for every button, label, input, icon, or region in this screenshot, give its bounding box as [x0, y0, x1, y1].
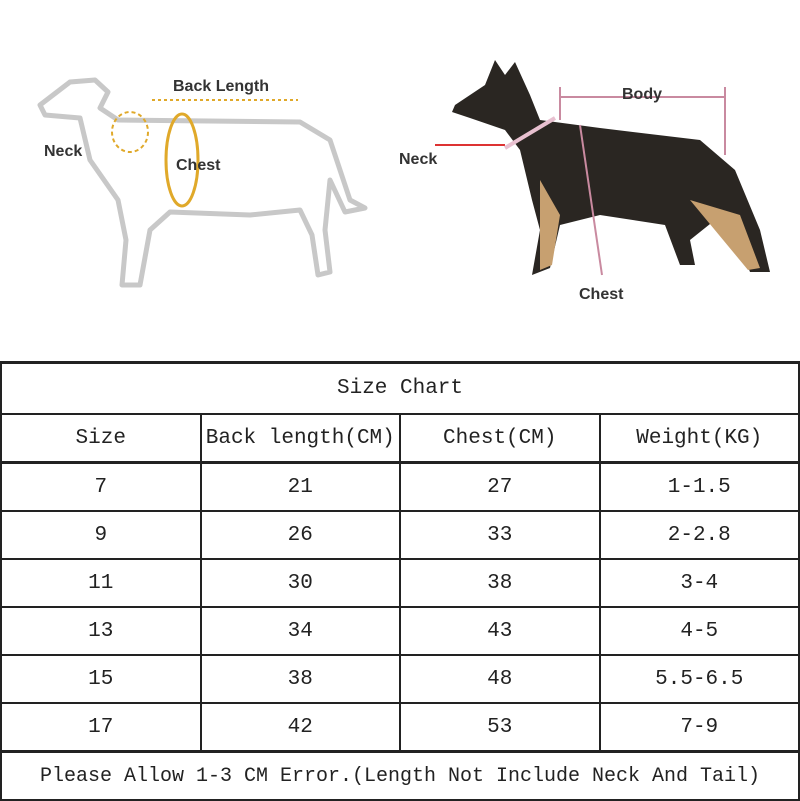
neck-label-left: Neck	[44, 143, 83, 160]
cell: 13	[0, 606, 202, 656]
chest-label-left: Chest	[176, 157, 221, 174]
cell: 30	[199, 558, 401, 608]
cell: 38	[199, 654, 401, 704]
chest-arrow	[579, 124, 603, 276]
cell: 4-5	[598, 606, 800, 656]
cell: 7-9	[598, 702, 800, 753]
header-chest: Chest(CM)	[399, 413, 601, 464]
header-size: Size	[0, 413, 202, 464]
table-row: 11 30 38 3-4	[0, 558, 800, 608]
table-row: 17 42 53 7-9	[0, 702, 800, 753]
cell: 26	[199, 510, 401, 560]
size-chart-table: Size Chart Size Back length(CM) Chest(CM…	[0, 361, 800, 801]
cell: 53	[399, 702, 601, 753]
cell: 11	[0, 558, 202, 608]
cell: 43	[399, 606, 601, 656]
cell: 7	[0, 461, 202, 512]
cell: 27	[399, 461, 601, 512]
shepherd-dog	[452, 60, 770, 275]
cell: 42	[199, 702, 401, 753]
body-label: Body	[622, 86, 662, 103]
dog-diagrams	[37, 60, 770, 288]
cell: 5.5-6.5	[598, 654, 800, 704]
table-footer-note: Please Allow 1-3 CM Error.(Length Not In…	[0, 750, 800, 801]
outline-dog	[37, 77, 368, 288]
cell: 3-4	[598, 558, 800, 608]
cell: 9	[0, 510, 202, 560]
header-back-length: Back length(CM)	[199, 413, 401, 464]
cell: 38	[399, 558, 601, 608]
cell: 1-1.5	[598, 461, 800, 512]
table-title: Size Chart	[0, 361, 800, 415]
cell: 33	[399, 510, 601, 560]
table-row: 13 34 43 4-5	[0, 606, 800, 656]
cell: 48	[399, 654, 601, 704]
neck-loop	[111, 111, 149, 153]
header-row: Size Back length(CM) Chest(CM) Weight(KG…	[0, 413, 800, 464]
chest-label-right: Chest	[579, 286, 624, 303]
neck-label-right: Neck	[399, 151, 438, 168]
table-row: 7 21 27 1-1.5	[0, 461, 800, 512]
cell: 34	[199, 606, 401, 656]
table-row: 15 38 48 5.5-6.5	[0, 654, 800, 704]
chest-loop	[164, 112, 200, 208]
back-length-label: Back Length	[173, 78, 270, 95]
table-row: 9 26 33 2-2.8	[0, 510, 800, 560]
header-weight: Weight(KG)	[598, 413, 800, 464]
cell: 15	[0, 654, 202, 704]
measurement-illustration: Back Length Neck Chest Body Neck Chest	[0, 0, 800, 360]
cell: 17	[0, 702, 202, 753]
cell: 21	[199, 461, 401, 512]
cell: 2-2.8	[598, 510, 800, 560]
